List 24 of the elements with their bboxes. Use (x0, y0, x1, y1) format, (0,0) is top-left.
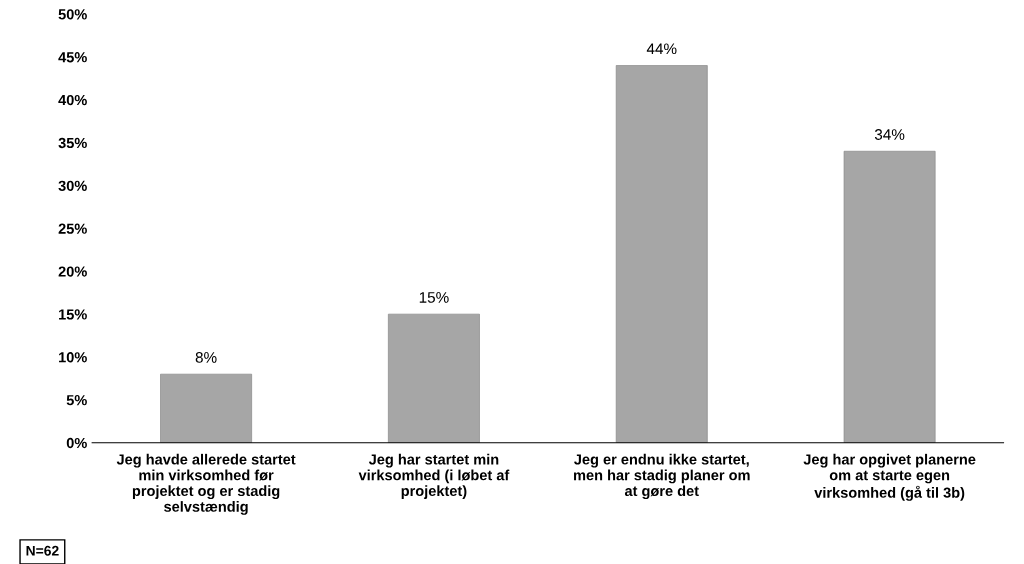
x-tick-label: Jeg havde allerede startet min virksomhed før projektet og er stadig selvstændig (116, 453, 296, 515)
y-tick-label: 0% (66, 437, 87, 449)
y-tick-label: 25% (58, 223, 87, 234)
text: N=62 (26, 545, 59, 556)
bar (160, 373, 252, 443)
y-tick-label: 40% (58, 94, 87, 106)
bar (615, 65, 708, 443)
y-tick-label: 10% (59, 352, 87, 363)
data-label: 15% (419, 292, 449, 303)
x-tick-label: Jeg har opgivet planerne om at starte egen virksomhed (gå til 3b) (803, 453, 976, 501)
y-tick-label: 15% (59, 309, 87, 320)
y-tick-label: 20% (58, 266, 87, 277)
data-label: 34% (874, 129, 905, 140)
x-tick-label: Jeg har startet min virksomhed (i løbet af projektet) (358, 453, 510, 499)
y-tick-label: 45% (58, 52, 87, 63)
y-tick-label: 30% (58, 180, 87, 191)
y-tick-label: 35% (58, 137, 87, 149)
y-tick-label: 5% (66, 395, 87, 406)
bar (843, 150, 936, 443)
y-tick-label: 50% (58, 9, 87, 20)
data-label: 44% (646, 43, 677, 55)
x-tick-label: Jeg er endnu ikke startet, men har stadig planer om at gøre det (573, 453, 750, 500)
bar (388, 313, 480, 443)
data-label: 8% (195, 351, 217, 363)
